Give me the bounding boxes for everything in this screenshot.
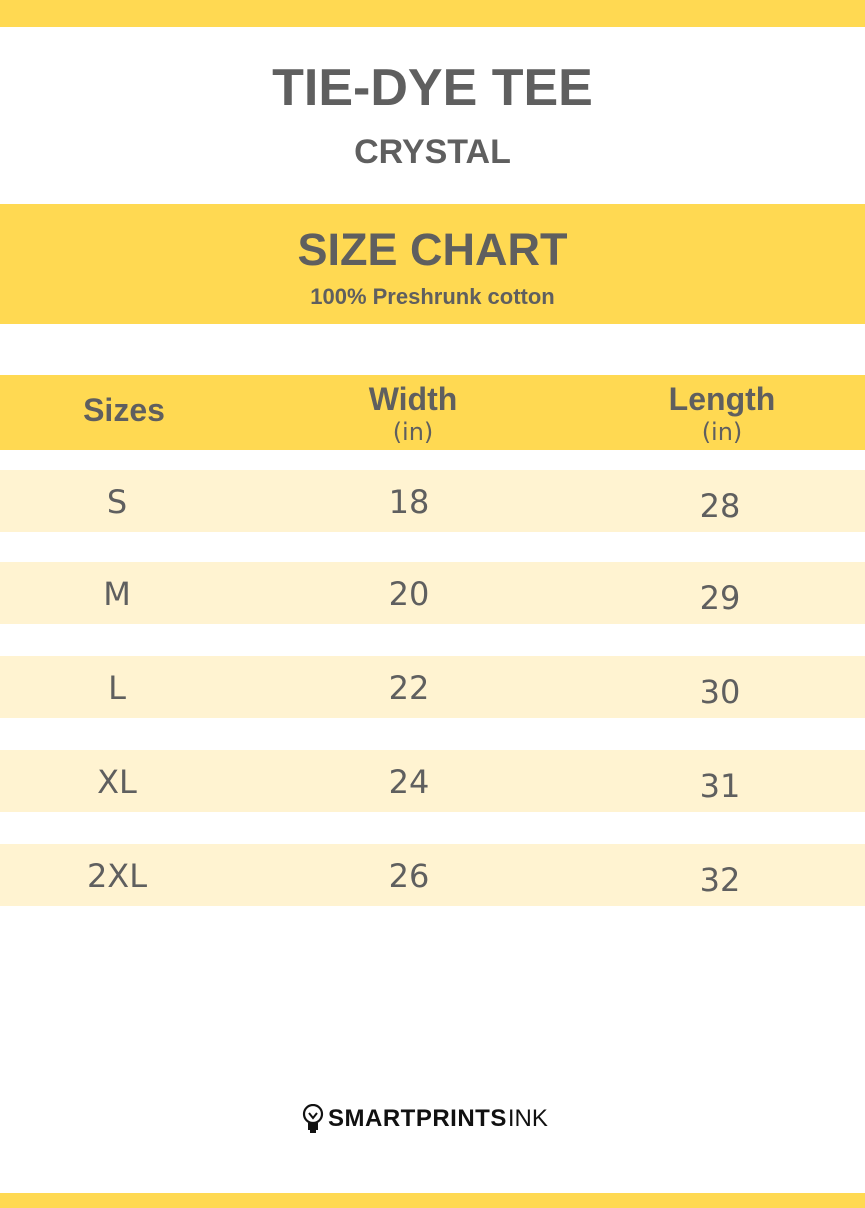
header-width-unit: (in) — [392, 418, 434, 446]
size-cell: M — [103, 575, 131, 613]
length-cell: 32 — [699, 861, 741, 899]
size-cell: S — [106, 483, 128, 521]
product-title: TIE-DYE TEE — [272, 59, 593, 117]
smartprintsink-logo: SMARTPRINTS INK — [302, 1104, 548, 1134]
length-cell: 31 — [699, 767, 741, 805]
lightbulb-icon — [302, 1104, 324, 1133]
banner-heading: SIZE CHART — [297, 224, 568, 275]
logo-bold: SMARTPRINTS — [328, 1105, 507, 1132]
header-length-unit: (in) — [701, 418, 743, 446]
top-bar — [0, 0, 865, 27]
width-cell: 20 — [388, 575, 430, 613]
header-length: Length (in) — [622, 381, 822, 446]
product-subtitle: CRYSTAL — [354, 133, 511, 171]
size-cell: XL — [97, 763, 137, 801]
header-width-label: Width — [368, 381, 458, 417]
table-row: XL 24 31 — [0, 750, 865, 812]
banner-note: 100% Preshrunk cotton — [310, 284, 555, 309]
bottom-bar — [0, 1193, 865, 1208]
size-chart-banner — [0, 204, 865, 324]
length-cell: 28 — [699, 487, 741, 525]
table-row: 2XL 26 32 — [0, 844, 865, 906]
size-cell: L — [108, 669, 126, 707]
table-row: S 18 28 — [0, 470, 865, 532]
logo-light: INK — [507, 1105, 548, 1132]
table-header: Sizes Width (in) Length (in) — [0, 375, 865, 450]
header-width: Width (in) — [313, 381, 513, 446]
width-cell: 18 — [388, 483, 430, 521]
length-cell: 30 — [699, 673, 741, 711]
size-cell: 2XL — [86, 857, 148, 895]
width-cell: 26 — [388, 857, 430, 895]
length-cell: 29 — [699, 579, 741, 617]
width-cell: 22 — [388, 669, 430, 707]
header-length-label: Length — [668, 381, 776, 417]
width-cell: 24 — [388, 763, 430, 801]
table-row: M 20 29 — [0, 562, 865, 624]
table-row: L 22 30 — [0, 656, 865, 718]
header-sizes: Sizes — [83, 392, 165, 428]
